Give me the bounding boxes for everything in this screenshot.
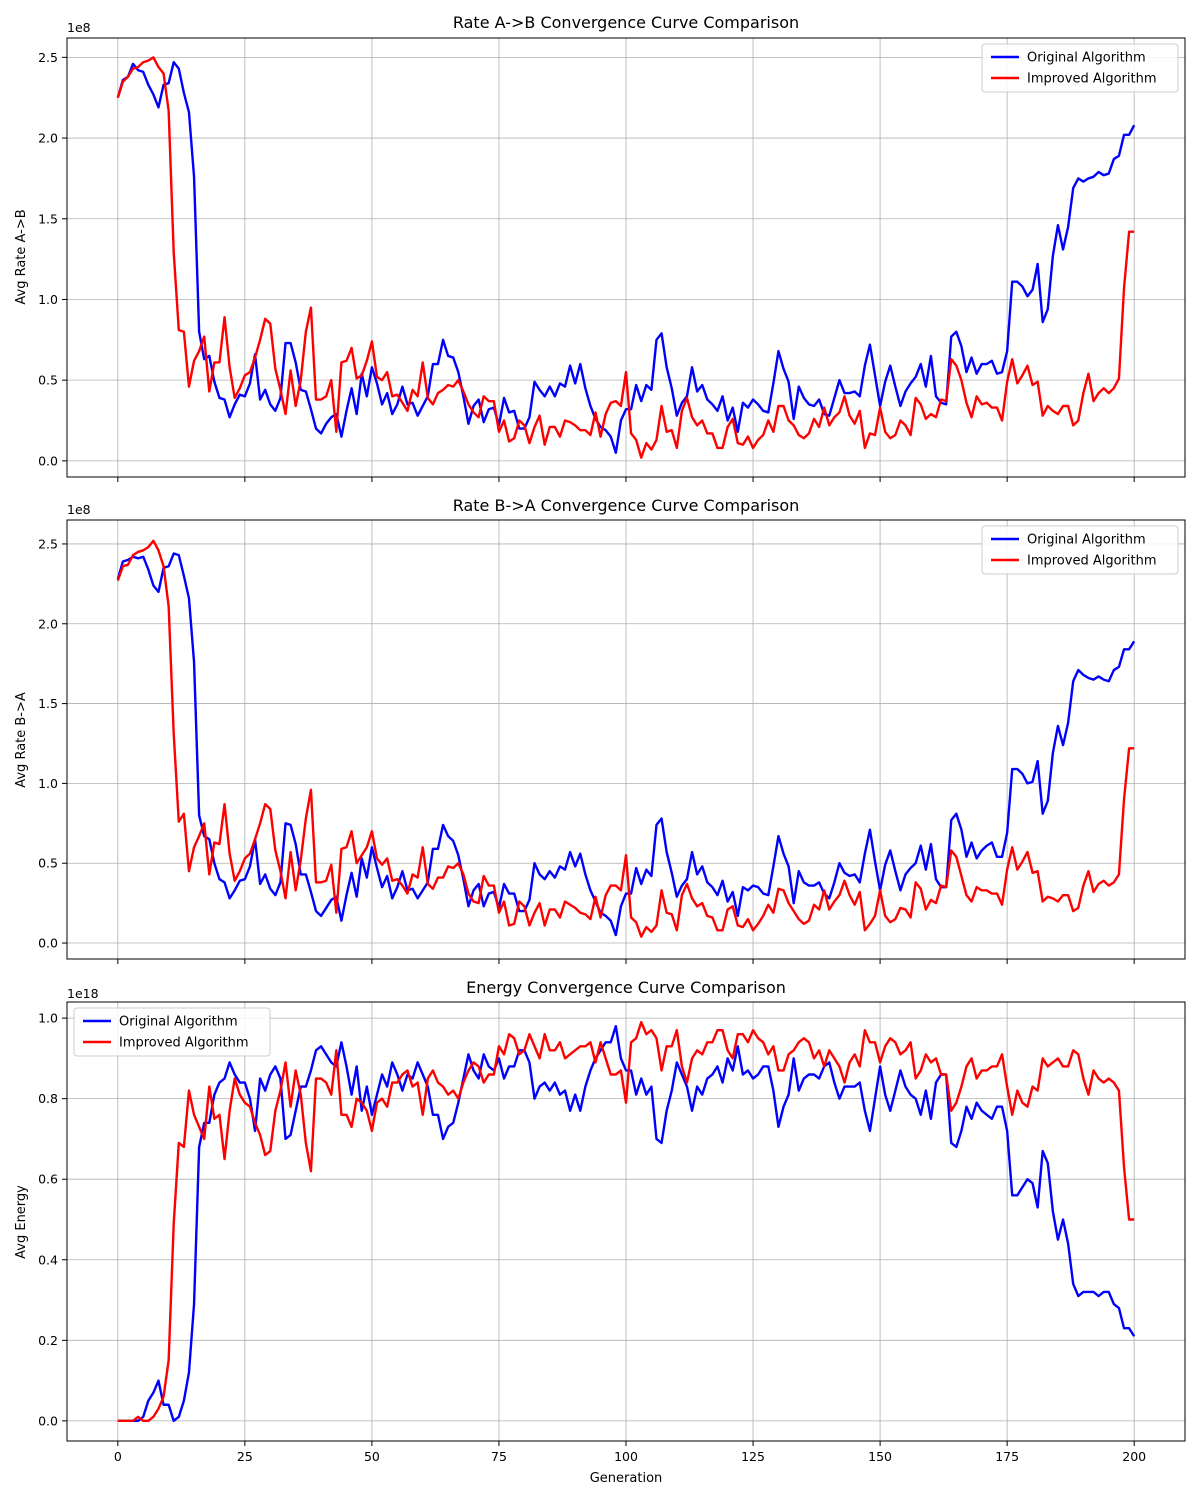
original-algorithm-line <box>117 1024 1136 1423</box>
y-axis-label: Avg Energy <box>14 1185 29 1259</box>
energy-chart: Energy Convergence Curve Comparison 1e18… <box>14 978 1186 1486</box>
legend-label: Original Algorithm <box>1027 533 1146 548</box>
legend-label: Improved Algorithm <box>119 1036 249 1051</box>
y-tick-label: 1.0 <box>38 1011 58 1026</box>
y-tick-label: 1.0 <box>38 292 58 307</box>
y-tick-label: 2.0 <box>38 131 58 146</box>
y-tick-label: 2.5 <box>38 50 58 65</box>
chart-title: Energy Convergence Curve Comparison <box>466 978 786 997</box>
x-tick-label: 150 <box>868 1449 892 1464</box>
legend-label: Original Algorithm <box>119 1015 238 1030</box>
y-offset-label: 1e8 <box>67 502 91 517</box>
legend: Original Algorithm Improved Algorithm <box>73 1007 271 1057</box>
y-axis-label: Avg Rate A->B <box>14 209 29 304</box>
legend-label: Original Algorithm <box>1027 51 1146 66</box>
improved-algorithm-line <box>116 56 1135 459</box>
rate-b-to-a-chart: Rate B->A Convergence Curve Comparison 1… <box>14 496 1186 964</box>
legend-box <box>981 43 1179 93</box>
legend-box <box>981 525 1179 575</box>
x-tick-label: 100 <box>614 1449 638 1464</box>
x-tick-label: 50 <box>364 1449 380 1464</box>
y-tick-label: 0.5 <box>38 373 58 388</box>
legend-label: Improved Algorithm <box>1027 554 1157 569</box>
x-tick-label: 75 <box>491 1449 507 1464</box>
improved-algorithm-line <box>117 1020 1135 1423</box>
y-offset-label: 1e18 <box>67 986 99 1001</box>
grid <box>67 1002 1185 1441</box>
x-tick-label: 175 <box>995 1449 1019 1464</box>
y-tick-label: 2.0 <box>38 616 58 631</box>
y-tick-label: 1.5 <box>38 211 58 226</box>
y-tick-label: 0.5 <box>38 856 58 871</box>
y-tick-label: 0.0 <box>38 1413 58 1428</box>
x-axis-label: Generation <box>590 1471 663 1486</box>
original-algorithm-line <box>116 552 1136 937</box>
grid <box>67 38 1185 477</box>
legend: Original Algorithm Improved Algorithm <box>981 43 1179 93</box>
legend-box <box>73 1007 271 1057</box>
y-tick-label: 1.5 <box>38 696 58 711</box>
y-tick-label: 0.8 <box>38 1091 58 1106</box>
y-tick-label: 2.5 <box>38 536 58 551</box>
x-tick-label: 200 <box>1122 1449 1146 1464</box>
rate-a-to-b-chart: Rate A->B Convergence Curve Comparison 1… <box>14 13 1186 482</box>
chart-title: Rate B->A Convergence Curve Comparison <box>453 496 800 515</box>
y-tick-label: 0.2 <box>38 1333 58 1348</box>
y-tick-label: 1.0 <box>38 776 58 791</box>
chart-title: Rate A->B Convergence Curve Comparison <box>453 13 799 32</box>
x-tick-label: 0 <box>114 1449 122 1464</box>
x-tick-label: 125 <box>741 1449 765 1464</box>
legend-label: Improved Algorithm <box>1027 72 1157 87</box>
improved-algorithm-line <box>116 539 1135 938</box>
y-tick-label: 0.0 <box>38 936 58 951</box>
original-algorithm-line <box>116 61 1136 454</box>
y-tick-label: 0.4 <box>38 1252 58 1267</box>
y-tick-label: 0.0 <box>38 453 58 468</box>
y-tick-label: 0.6 <box>38 1172 58 1187</box>
y-offset-label: 1e8 <box>67 20 91 35</box>
legend: Original Algorithm Improved Algorithm <box>981 525 1179 575</box>
x-tick-label: 25 <box>237 1449 253 1464</box>
y-axis-label: Avg Rate B->A <box>14 692 29 788</box>
